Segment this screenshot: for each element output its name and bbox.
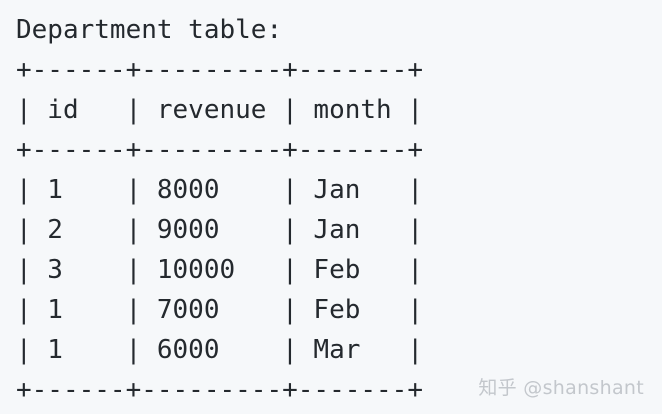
table-border-top: +------+---------+-------+ (16, 55, 423, 85)
table-row: | 1 | 8000 | Jan | (16, 175, 423, 205)
table-row: | 2 | 9000 | Jan | (16, 215, 423, 245)
table-border-bottom: +------+---------+-------+ (16, 375, 423, 405)
table-header-separator: +------+---------+-------+ (16, 135, 423, 165)
table-row: | 1 | 6000 | Mar | (16, 335, 423, 365)
watermark: 知乎 @shanshant (478, 377, 644, 399)
code-block: Department table: +------+---------+-----… (16, 10, 423, 410)
table-row: | 3 | 10000 | Feb | (16, 255, 423, 285)
table-header-row: | id | revenue | month | (16, 95, 423, 125)
table-row: | 1 | 7000 | Feb | (16, 295, 423, 325)
table-caption: Department table: (16, 15, 283, 45)
